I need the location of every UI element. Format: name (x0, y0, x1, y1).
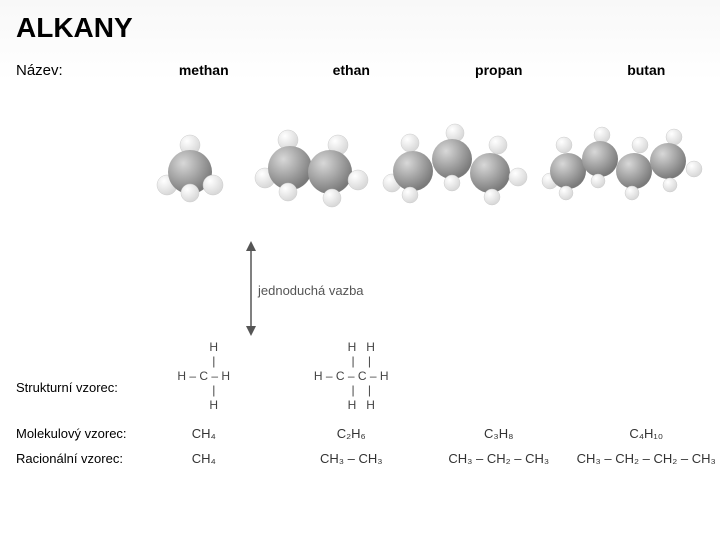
rat-butan: CH₃ – CH₂ – CH₂ – CH₃ (573, 451, 720, 466)
mol-butan: C₄H₁₀ (573, 426, 720, 441)
name-methan: methan (130, 62, 278, 78)
rat-ethan: CH₃ – CH₃ (278, 451, 426, 466)
struct-ethan: H H | | H – C – C – H | | H H (278, 340, 426, 412)
page-title: ALKANY (0, 0, 720, 44)
rational-row: Racionální vzorec: CH₄ CH₃ – CH₃ CH₃ – C… (0, 451, 720, 466)
models-row (0, 95, 720, 245)
names-row: Název: methan ethan propan butan (0, 62, 720, 79)
model-butan (540, 95, 720, 245)
structural-row: Strukturní vzorec: H | H – C – H | H H H… (0, 336, 720, 416)
label-structural: Strukturní vzorec: (0, 358, 130, 395)
name-butan: butan (573, 62, 720, 78)
bond-annotation: jednoduchá vazba (0, 241, 720, 336)
bond-label: jednoduchá vazba (258, 283, 364, 298)
model-methan (130, 95, 250, 245)
label-name: Název: (0, 62, 130, 79)
mol-propan: C₃H₈ (425, 426, 573, 441)
struct-methan: H | H – C – H | H (130, 340, 278, 412)
double-arrow-icon (243, 241, 259, 336)
name-propan: propan (425, 62, 573, 78)
molecular-row: Molekulový vzorec: CH₄ C₂H₆ C₃H₈ C₄H₁₀ (0, 426, 720, 441)
mol-methan: CH₄ (130, 426, 278, 441)
model-ethan (250, 95, 380, 245)
model-propan (380, 95, 540, 245)
rat-methan: CH₄ (130, 451, 278, 466)
label-rational: Racionální vzorec: (0, 451, 130, 466)
mol-ethan: C₂H₆ (278, 426, 426, 441)
label-molecular: Molekulový vzorec: (0, 426, 130, 441)
name-ethan: ethan (278, 62, 426, 78)
rat-propan: CH₃ – CH₂ – CH₃ (425, 451, 573, 466)
